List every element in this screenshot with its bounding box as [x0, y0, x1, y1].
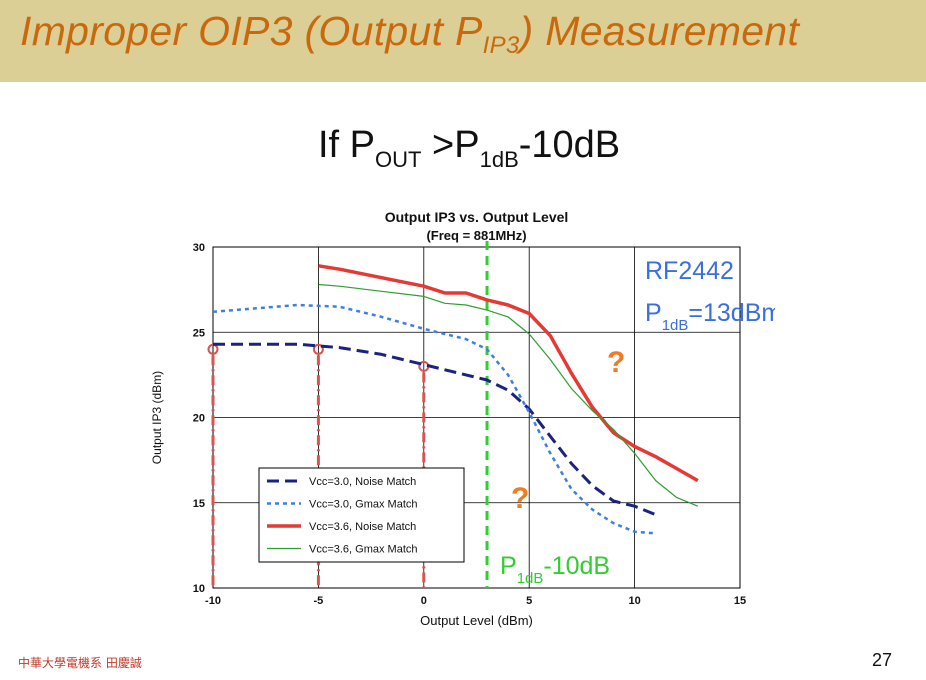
condition-suffix: -10dB: [518, 124, 621, 166]
x-tick-label: 15: [734, 595, 746, 607]
y-tick-label: 20: [193, 413, 205, 425]
legend-label: Vcc=3.6, Gmax Match: [309, 544, 418, 556]
condition-sub-out: OUT: [375, 147, 422, 172]
x-tick-label: -10: [205, 595, 221, 607]
legend-label: Vcc=3.0, Gmax Match: [309, 499, 418, 511]
y-tick-label: 10: [193, 583, 205, 595]
x-tick-label: 5: [526, 595, 532, 607]
y-axis-label: Output IP3 (dBm): [150, 371, 164, 464]
chart-title: Output IP3 vs. Output Level: [385, 209, 569, 225]
chart-subtitle: (Freq = 881MHz): [426, 228, 526, 243]
slide-title-subscript: IP3: [482, 32, 520, 59]
y-tick-label: 30: [193, 242, 205, 254]
page-number: 27: [872, 650, 893, 670]
condition-mid: >P: [421, 124, 480, 166]
condition-heading: If POUT >P1dB-10dB: [318, 124, 620, 173]
legend-label: Vcc=3.6, Noise Match: [309, 521, 416, 533]
p1db-value-annotation: P1dB=13dBm: [645, 299, 775, 334]
series-line: [212, 303, 656, 535]
improper-marker-point: [312, 343, 324, 355]
p1db-minus-10db-label: P1dB-10dB: [500, 552, 610, 587]
question-mark-lower: ?: [511, 482, 529, 515]
footer-author: 中華大學電機系 田慶誠: [18, 656, 142, 670]
y-tick-label: 15: [193, 498, 205, 510]
slide-title: Improper OIP3 (Output PIP3) Measurement: [20, 8, 799, 60]
oip3-chart: -10 -5 0 5 10 15 10 15 20 25 30 Output IP3 vs. Outp…: [150, 209, 775, 628]
condition-sub-1db: 1dB: [479, 147, 519, 172]
part-number-annotation: RF2442: [645, 257, 734, 285]
slide-title-main: Improper OIP3 (Output P: [20, 8, 483, 54]
x-axis-label: Output Level (dBm): [420, 613, 533, 628]
x-tick-label: -5: [314, 595, 324, 607]
slide-title-end: ) Measurement: [519, 8, 800, 54]
x-tick-label: 0: [421, 595, 427, 607]
series-line: [213, 342, 657, 517]
series-line: [318, 264, 699, 483]
legend-box: [258, 467, 465, 563]
y-tick-label: 25: [193, 327, 205, 339]
chart-panel: -10 -5 0 5 10 15 10 15 20 25 30 Output IP3 vs. Outp…: [135, 202, 775, 640]
x-tick-label: 10: [628, 595, 640, 607]
title-bar: Improper OIP3 (Output PIP3) Measurement: [0, 0, 926, 82]
condition-prefix: If P: [318, 124, 376, 166]
question-mark-upper: ?: [607, 346, 625, 379]
legend-label: Vcc=3.0, Noise Match: [309, 476, 416, 488]
series-line: [318, 283, 699, 507]
